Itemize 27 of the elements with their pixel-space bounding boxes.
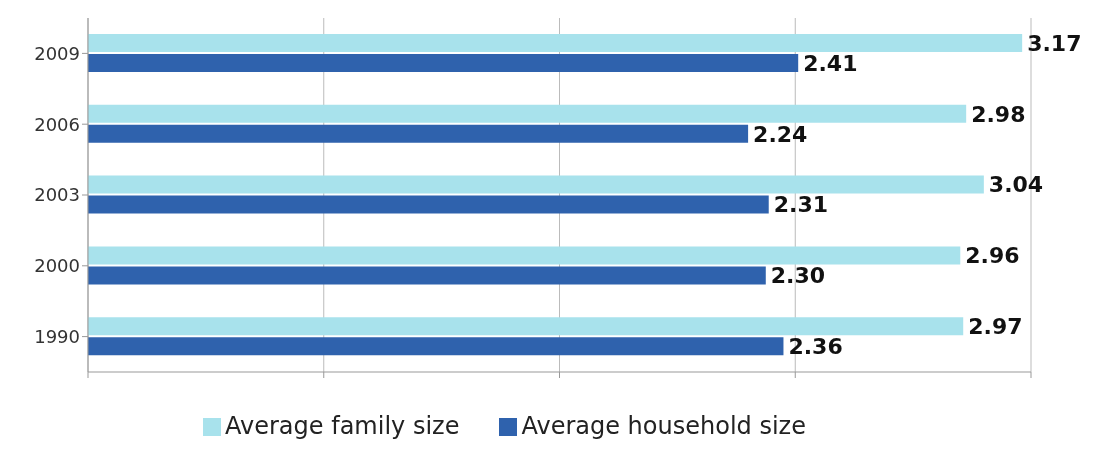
y-tick-label: 2000 (34, 255, 80, 277)
data-label: 2.30 (770, 263, 826, 289)
data-label: 2.41 (803, 50, 858, 76)
bar (88, 317, 964, 336)
data-label: 2.36 (788, 334, 843, 360)
bar (88, 124, 749, 143)
data-label: 2.31 (773, 192, 829, 218)
data-label: 2.24 (753, 121, 808, 147)
y-tick-label: 2006 (34, 113, 80, 135)
data-label: 3.17 (1027, 30, 1082, 56)
y-tick-label: 2009 (34, 42, 80, 64)
data-label: 2.96 (965, 243, 1020, 269)
data-label: 2.97 (968, 314, 1023, 340)
bar (88, 246, 961, 265)
y-tick-label: 1990 (34, 325, 80, 347)
bar (88, 34, 1023, 52)
bar (88, 54, 799, 72)
bar (88, 195, 769, 214)
bar (88, 175, 984, 194)
bar (88, 266, 766, 285)
legend-label: Average household size (521, 412, 806, 440)
bar (88, 337, 784, 356)
bar (88, 104, 967, 123)
y-tick-label: 2003 (34, 184, 80, 206)
data-label: 3.04 (988, 172, 1044, 198)
data-label: 2.98 (971, 101, 1026, 127)
legend-label: Average family size (225, 412, 460, 440)
